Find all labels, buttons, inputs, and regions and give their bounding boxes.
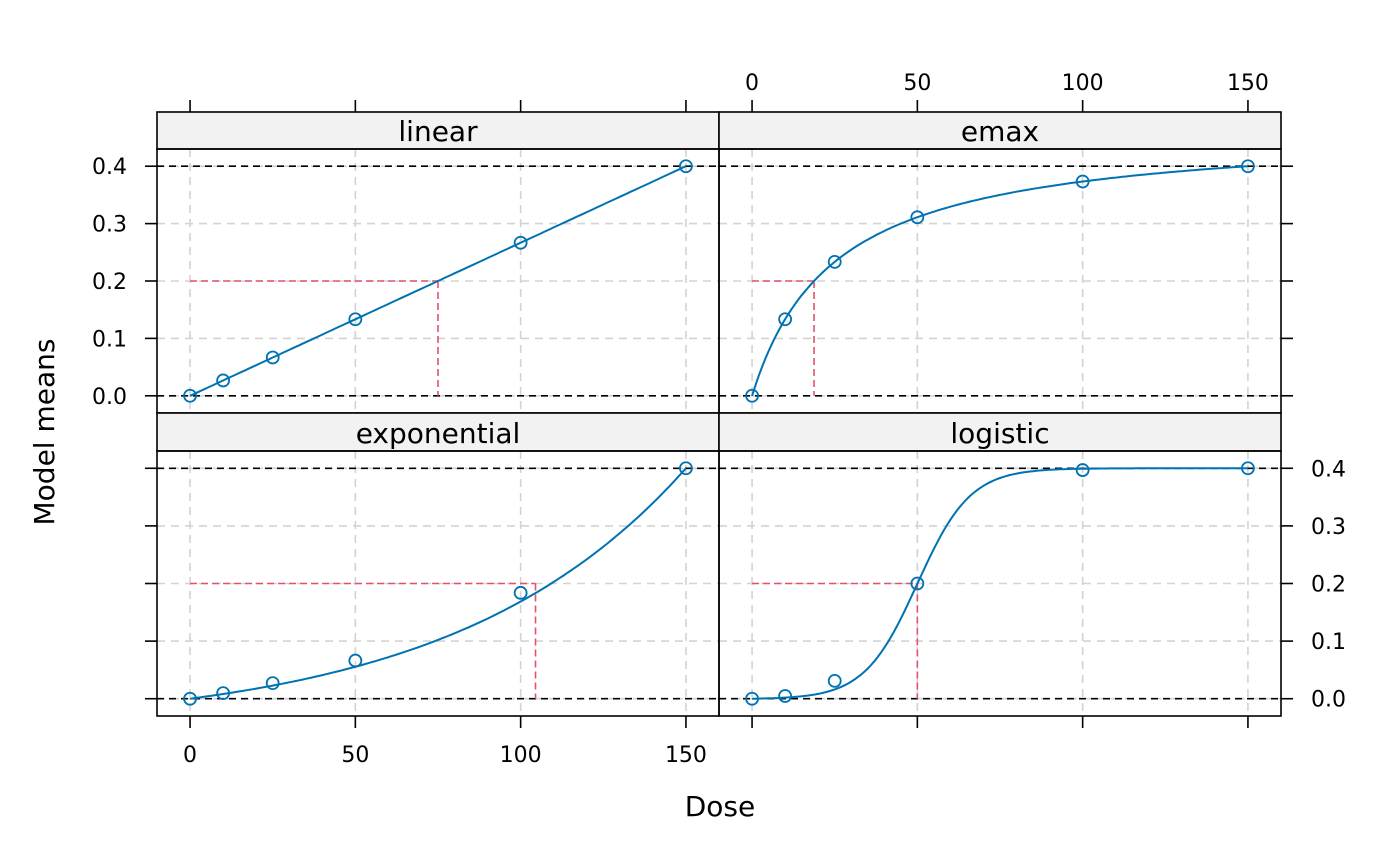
strip-label-linear: linear <box>398 115 478 148</box>
x-tick-label: 50 <box>903 71 931 96</box>
x-tick-label: 100 <box>500 743 542 768</box>
data-point <box>1075 174 1090 189</box>
y-axis-title: Model means <box>28 339 61 526</box>
reference-layer <box>157 165 1281 700</box>
x-axis-title: Dose <box>685 790 756 823</box>
data-point <box>183 388 197 403</box>
data-point <box>183 691 197 706</box>
data-point <box>216 686 231 701</box>
data-point <box>1241 461 1255 476</box>
data-point <box>827 254 842 269</box>
data-point <box>1075 463 1090 477</box>
data-point <box>348 312 363 327</box>
y-tick-label: 0.1 <box>92 327 127 352</box>
data-point <box>778 689 793 703</box>
data-point <box>216 373 231 388</box>
y-tick-label: 0.2 <box>92 270 127 295</box>
data-point <box>513 585 528 600</box>
data-point <box>778 312 793 327</box>
x-tick-label: 150 <box>665 743 707 768</box>
strip-emax <box>718 111 1282 150</box>
data-point <box>745 691 759 706</box>
strip-logistic <box>718 412 1282 452</box>
y-tick-label: 0.0 <box>92 385 127 410</box>
data-point <box>910 210 925 225</box>
model-curve-logistic <box>752 467 1248 700</box>
y-tick-label: 0.2 <box>1311 573 1346 598</box>
data-point <box>679 159 693 174</box>
data-point <box>745 388 759 403</box>
tick-layer: 0.0 0.1 0.2 0.3 0.4 0 50 100 150 0 50 100 150 0.0 0.1 0… <box>92 71 1346 768</box>
y-tick-label: 0.3 <box>1311 515 1346 540</box>
model-curve-exponential <box>189 467 687 700</box>
strip-label-logistic: logistic <box>950 417 1049 450</box>
x-tick-label: 100 <box>1062 71 1104 96</box>
data-point <box>679 461 693 476</box>
y-tick-label: 0.3 <box>92 213 127 238</box>
data-point <box>265 350 280 365</box>
y-tick-label: 0.4 <box>1311 457 1346 482</box>
series-layer <box>183 159 1255 706</box>
x-tick-label: 150 <box>1227 71 1269 96</box>
data-point <box>348 653 363 668</box>
y-tick-label: 0.1 <box>1311 630 1346 655</box>
strip-linear <box>156 111 720 150</box>
data-point <box>910 576 925 591</box>
strip-label-exponential: exponential <box>356 417 521 450</box>
x-tick-label: 0 <box>183 743 197 768</box>
y-tick-label: 0.4 <box>92 155 127 180</box>
model-curve-linear <box>189 165 687 397</box>
data-point <box>827 673 842 688</box>
x-tick-label: 50 <box>341 743 369 768</box>
data-point <box>513 235 528 250</box>
model-curve-emax <box>751 165 1248 397</box>
data-point <box>265 676 280 691</box>
data-point <box>1241 159 1255 174</box>
y-tick-label: 0.0 <box>1311 688 1346 713</box>
strip-label-emax: emax <box>961 115 1039 148</box>
x-tick-label: 0 <box>745 71 759 96</box>
frame-layer: linear emax exponential logistic <box>156 111 1282 717</box>
